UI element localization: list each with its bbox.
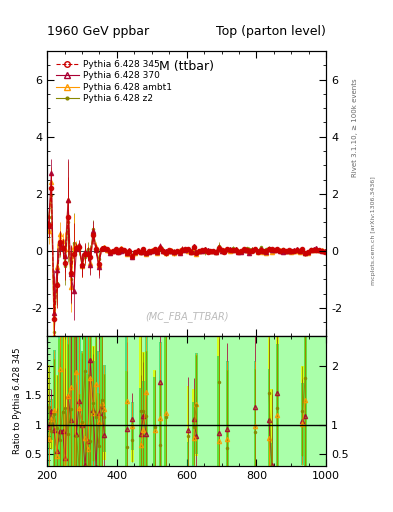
Y-axis label: Ratio to Pythia 6.428 345: Ratio to Pythia 6.428 345 [13, 348, 22, 454]
Text: Top (parton level): Top (parton level) [216, 26, 326, 38]
Text: mcplots.cern.ch [arXiv:1306.3436]: mcplots.cern.ch [arXiv:1306.3436] [371, 176, 376, 285]
Text: M (ttbar): M (ttbar) [159, 60, 214, 73]
Text: Rivet 3.1.10, ≥ 100k events: Rivet 3.1.10, ≥ 100k events [352, 79, 358, 177]
Legend: Pythia 6.428 345, Pythia 6.428 370, Pythia 6.428 ambt1, Pythia 6.428 z2: Pythia 6.428 345, Pythia 6.428 370, Pyth… [51, 56, 177, 108]
Text: 1960 GeV ppbar: 1960 GeV ppbar [47, 26, 149, 38]
Text: (MC_FBA_TTBAR): (MC_FBA_TTBAR) [145, 311, 228, 322]
